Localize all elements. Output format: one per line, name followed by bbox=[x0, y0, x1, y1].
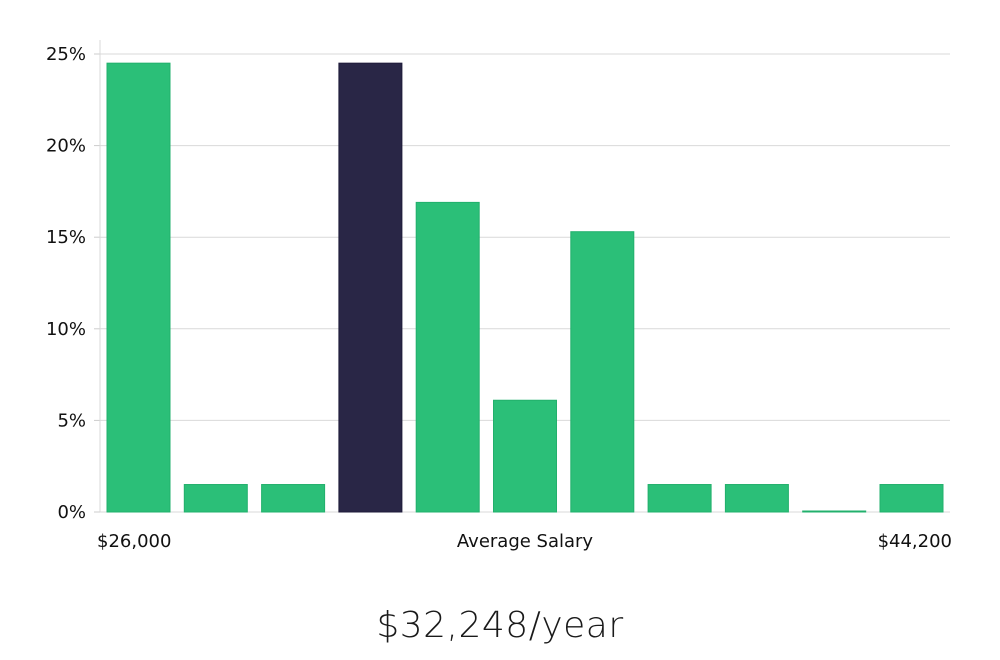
bar bbox=[493, 399, 557, 513]
y-tick-label: 10% bbox=[46, 319, 86, 340]
y-tick-label: 15% bbox=[46, 227, 86, 248]
y-tick-label: 25% bbox=[46, 44, 86, 65]
y-tick-label: 20% bbox=[46, 136, 86, 157]
bar bbox=[802, 510, 867, 513]
average-salary-value: $32,248/year bbox=[376, 605, 624, 646]
salary-histogram: 0%5%10%15%20%25% $26,000 Average Salary … bbox=[46, 40, 952, 552]
bar bbox=[261, 484, 326, 513]
bar bbox=[724, 484, 789, 513]
y-tick-label: 0% bbox=[57, 502, 86, 523]
bars bbox=[106, 62, 944, 513]
bar bbox=[183, 484, 248, 513]
bar bbox=[415, 201, 480, 513]
x-max-label: $44,200 bbox=[878, 531, 952, 552]
y-axis: 0% 5% 10% 15% 20% 25% bbox=[46, 44, 100, 523]
y-tick-label: 5% bbox=[57, 410, 86, 431]
bar bbox=[879, 484, 944, 513]
bar bbox=[647, 484, 712, 513]
bar bbox=[106, 62, 171, 513]
x-min-label: $26,000 bbox=[97, 531, 171, 552]
bar-highlighted bbox=[338, 62, 403, 513]
bar bbox=[570, 231, 635, 513]
x-center-label: Average Salary bbox=[457, 531, 594, 552]
